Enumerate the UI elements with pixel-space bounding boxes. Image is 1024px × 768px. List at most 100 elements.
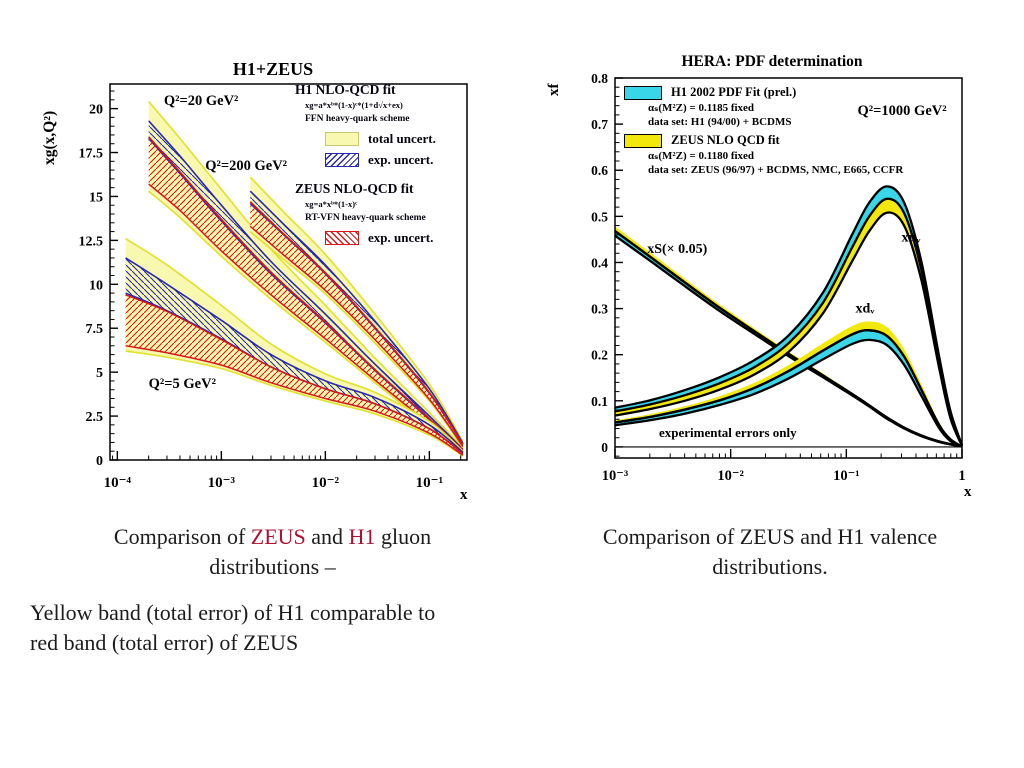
annotation: Q²=1000 GeV² [858,103,947,119]
note-line2: red band (total error) of ZEUS [30,630,299,655]
left-plot-legend: H1 NLO-QCD fit xg=a*xᵇ*(1-x)ᶜ*(1+d√x+ex)… [295,82,480,246]
annotation: experimental errors only [659,425,797,440]
band-edge-zeus [148,136,464,451]
uncertainty-band-zeus-exp [125,294,463,456]
band-edge-zeus [125,294,464,455]
plot-layer: 10⁻⁴ 10⁻³ 10⁻² 10⁻¹ 0 2.5 5 7.5 10 12.5 15 17.5 20 Q²… [79,83,468,491]
band-edge-zeus [249,225,464,448]
h1-dataset-line: data set: H1 (94/00) + BCDMS [648,116,792,129]
band-edge-zeus [125,345,464,456]
legend-zeus-scheme: RT-VFN heavy-quark scheme [305,213,426,224]
zeus-dataset-line: data set: ZEUS (96/97) + BCDMS, NMC, E66… [648,164,904,177]
h1-fit-swatch [624,86,662,100]
annotation: xS(× 0.05) [647,242,707,257]
caption-text: distributions – [209,554,336,579]
h1-exp-uncert-swatch [325,153,359,168]
y-tick-label: 0 [96,454,103,469]
total-uncert-label: total uncert. [368,131,436,147]
y-tick-label: 0.1 [591,394,608,409]
left-note: Yellow band (total error) of H1 comparab… [30,598,530,658]
band-edge-h1 [148,120,464,450]
right-plot-title: HERA: PDF determination [681,53,862,70]
annotation: xuᵥ [902,231,922,246]
legend-h1-exp-uncert-row: exp. uncert. [325,152,480,168]
x-tick-label: 10⁻³ [208,475,236,491]
caption-text: gluon [375,524,432,549]
y-tick-label: 7.5 [86,322,104,337]
caption-text: and [305,524,349,549]
legend-h1-header: H1 NLO-QCD fit [295,82,396,97]
right-plot-legend: H1 2002 PDF Fit (prel.) αₛ(M²Z) = 0.1185… [624,85,969,177]
legend-zeus-header: ZEUS NLO-QCD fit [295,181,414,197]
zeus-fit-label: ZEUS NLO QCD fit [671,133,780,148]
left-caption: Comparison of ZEUS and H1 gluon distribu… [40,522,505,582]
caption-text: Comparison of [113,524,251,549]
plot-layer: 10⁻³ 10⁻² 10⁻¹ 1 0 0.1 0.2 0.3 0.4 0.5 0.6 0.7 0.8 Q²… [591,71,966,484]
annotation: Q²=20 GeV² [164,93,239,109]
left-plot-title: H1+ZEUS [233,59,313,79]
y-tick-label: 0 [601,440,608,455]
y-tick-label: 0.5 [591,209,608,224]
legend-h1-fit-row: H1 2002 PDF Fit (prel.) [624,85,969,100]
band-edge-total [249,230,464,449]
gluon-chart-svg: H1+ZEUS xg(x,Q²) x 10⁻⁴ 10⁻³ 10⁻² 10⁻¹ 0 2.5 5… [41,59,468,503]
x-tick-label: 10⁻³ [602,468,629,484]
x-tick-label: 10⁻² [717,468,744,484]
y-tick-label: 0.8 [591,71,608,86]
curve-outline-xS [614,230,963,448]
band-edge-total [148,101,464,449]
y-tick-label: 12.5 [79,234,104,249]
note-line1: Yellow band (total error) of H1 comparab… [30,600,436,625]
left-x-axis-label: x [460,487,468,503]
legend-zeus-fit-row: ZEUS NLO QCD fit [624,133,969,149]
x-tick-label: 10⁻⁴ [104,475,132,491]
uncertainty-band-zeus-exp [250,201,463,447]
legend-zeus-formula: xg=a*xᵇ*(1-x)ᶜ [305,199,358,210]
caption-h1-accent: H1 [348,524,376,549]
x-tick-label: 1 [958,468,965,484]
left-y-axis-label: xg(x,Q²) [41,111,58,165]
annotation: Q²=5 GeV² [149,376,216,392]
gluon-figure: H1+ZEUS xg(x,Q²) x 10⁻⁴ 10⁻³ 10⁻² 10⁻¹ 0 2.5 5… [30,55,505,520]
band-edge-h1 [125,257,464,453]
curve-outline-xdv [614,338,963,448]
x-tick-label: 10⁻² [312,475,340,491]
h1-alpha-line: αₛ(M²Z) = 0.1185 fixed [648,102,755,114]
right-caption: Comparison of ZEUS and H1 valence distri… [550,522,990,582]
y-tick-label: 2.5 [86,410,104,425]
zeus-exp-uncert-swatch [325,231,359,246]
plot-frame [614,77,963,459]
band-edge-total [125,237,464,452]
curve-outline-xuv [614,197,964,446]
curve-outline-xuv [614,211,964,447]
y-tick-label: 5 [96,366,103,381]
total-uncert-swatch [325,132,359,147]
y-tick-label: 10 [89,278,103,293]
y-tick-label: 0.7 [591,117,608,132]
caption-text: distributions. [712,554,828,579]
valence-figure: HERA: PDF determination xf x 10⁻³ 10⁻² 10⁻… [540,40,1010,515]
annotation: xdᵥ [855,301,875,316]
zeus-exp-uncert-label: exp. uncert. [368,230,434,246]
caption-text: Comparison of ZEUS and H1 valence [602,524,938,549]
band-edge-h1 [249,190,464,444]
zeus-alpha-line: αₛ(M²Z) = 0.1180 fixed [648,150,755,163]
annotation: Q²=200 GeV² [205,158,287,174]
x-tick-label: 10⁻¹ [416,475,443,491]
y-tick-label: 20 [89,103,103,118]
uncertainty-band-h1-exp [250,191,463,445]
y-tick-label: 15 [89,190,103,205]
band-edge-total [249,176,464,443]
legend-h1-formula: xg=a*xᵇ*(1-x)ᶜ*(1+d√x+ex) [305,100,403,111]
h1-exp-uncert-label: exp. uncert. [368,152,434,168]
zeus-fit-swatch [624,134,662,149]
h1-fit-label: H1 2002 PDF Fit (prel.) [671,85,797,100]
right-y-axis-label: xf [546,83,562,97]
valence-chart-svg: HERA: PDF determination xf x 10⁻³ 10⁻² 10⁻… [546,53,972,500]
y-tick-label: 0.4 [591,255,608,270]
y-tick-label: 0.2 [591,348,608,363]
curve-outline-xdv [614,329,963,448]
plot-frame [109,83,468,461]
legend-zeus-exp-uncert-row: exp. uncert. [325,230,480,246]
